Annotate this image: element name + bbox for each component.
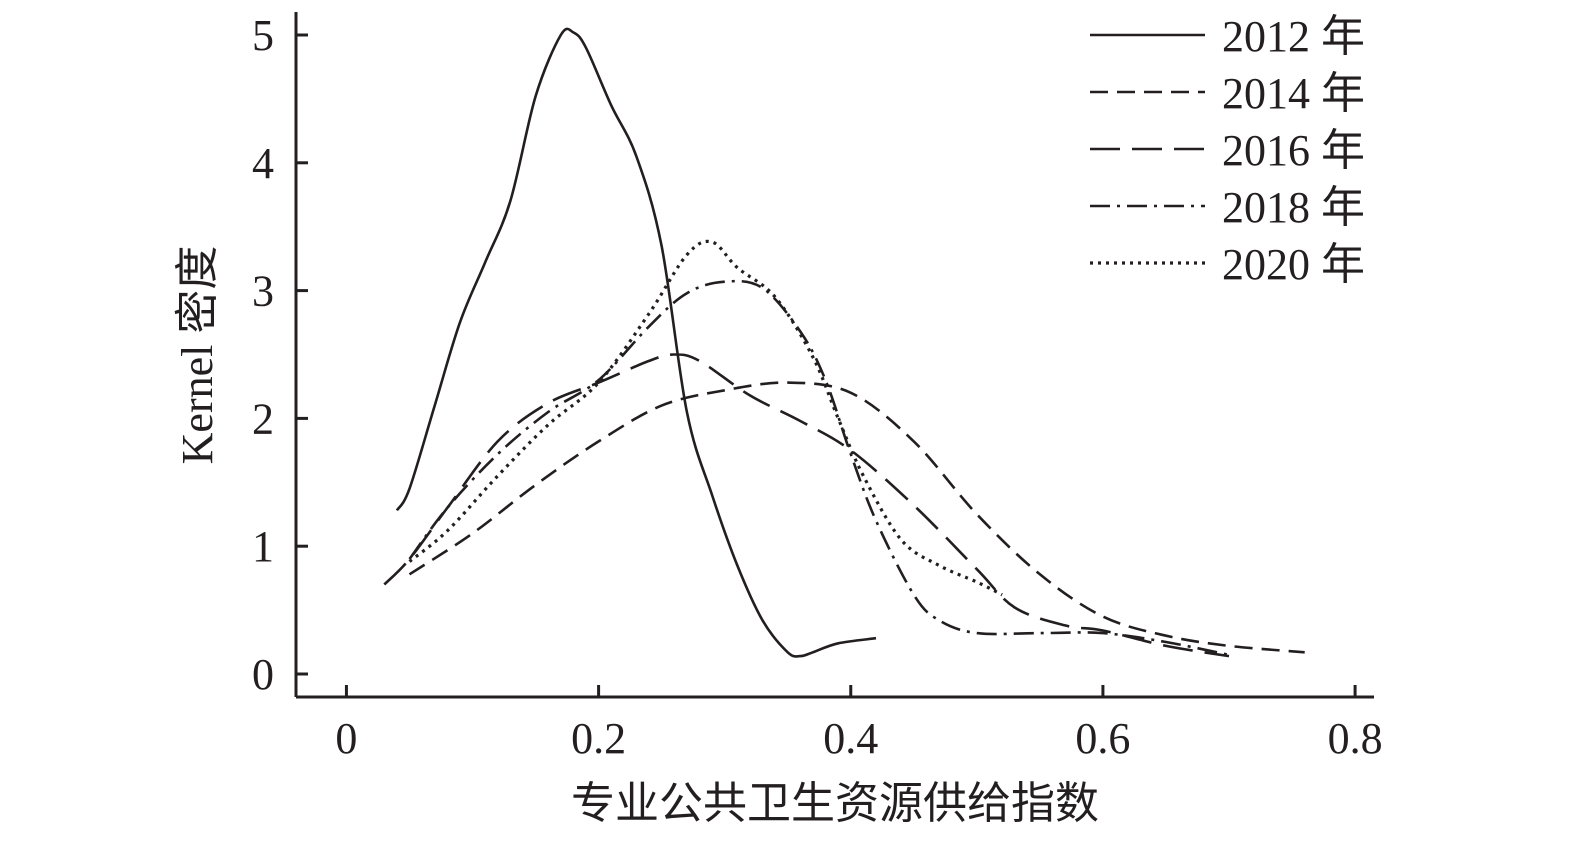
x-tick-label: 0 <box>335 714 357 763</box>
series-line-2020 <box>408 239 1003 597</box>
y-tick-label: 4 <box>252 139 274 188</box>
x-tick-label: 0.6 <box>1075 714 1130 763</box>
series-line-2016 <box>383 353 1230 658</box>
legend-label: 2020 年 <box>1222 240 1365 289</box>
series-line-2018 <box>408 279 1230 657</box>
y-tick-label: 5 <box>252 11 274 60</box>
x-ticks: 0 0.2 0.4 0.6 0.8 <box>335 685 1383 763</box>
y-tick-label: 2 <box>252 394 274 443</box>
y-tick-label: 0 <box>252 650 274 699</box>
series-line-2012 <box>395 27 877 658</box>
axes <box>294 12 1374 699</box>
series-line-2014 <box>408 381 1305 654</box>
legend-label: 2014 年 <box>1222 69 1365 118</box>
legend-label: 2012 年 <box>1222 12 1365 61</box>
y-tick-label: 1 <box>252 522 274 571</box>
y-ticks: 0 1 2 3 4 5 <box>252 11 308 699</box>
x-tick-label: 0.2 <box>571 714 626 763</box>
y-tick-label: 3 <box>252 267 274 316</box>
legend: 2012 年 2014 年 2016 年 2018 年 2020 年 <box>1090 12 1365 289</box>
x-axis-title: 专业公共卫生资源供给指数 <box>571 779 1099 828</box>
x-tick-label: 0.4 <box>823 714 878 763</box>
x-tick-label: 0.8 <box>1328 714 1383 763</box>
legend-label: 2016 年 <box>1222 126 1365 175</box>
series-lines <box>383 27 1305 658</box>
y-axis-title: Kernel 密度 <box>173 246 222 465</box>
legend-label: 2018 年 <box>1222 183 1365 232</box>
